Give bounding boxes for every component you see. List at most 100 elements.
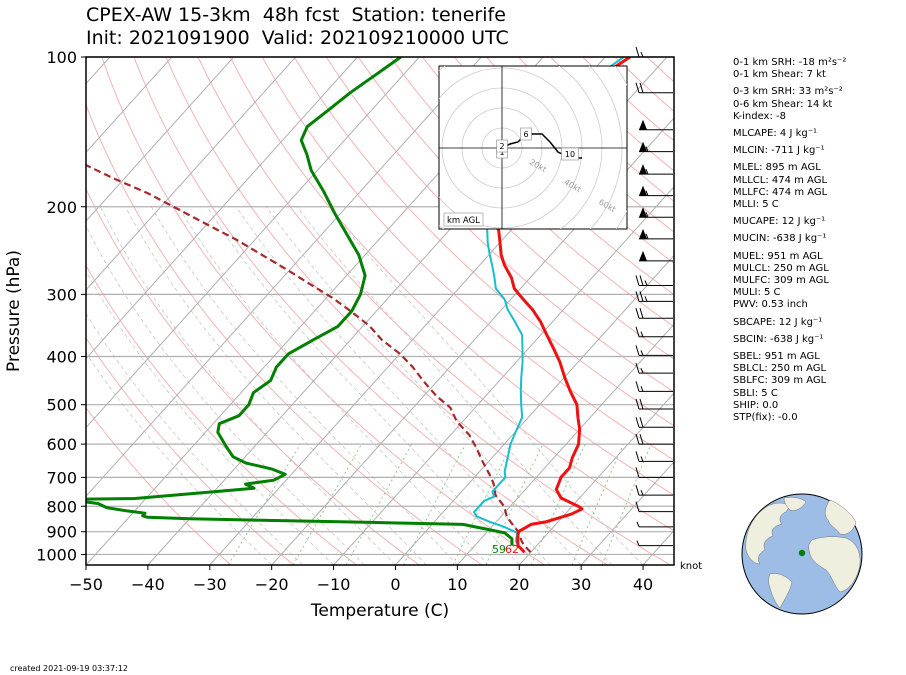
wind-barb-flag: [639, 185, 647, 196]
wind-barb-full: [635, 46, 640, 58]
x-tick-label: −10: [317, 575, 351, 594]
index-row: MUCIN: -638 J kg⁻¹: [733, 233, 827, 245]
wind-barb-full: [639, 398, 644, 410]
moist-adiabat: [296, 206, 613, 565]
wind-barb-half: [645, 233, 649, 240]
mixing-ratio-line: [227, 443, 301, 565]
wind-barb: [635, 501, 673, 513]
dry-adiabat: [86, 103, 483, 565]
wind-barb: [635, 362, 673, 374]
wind-barb-half: [640, 367, 644, 374]
moist-adiabat: [151, 206, 458, 565]
wind-barb: [639, 164, 673, 175]
wind-barb-half: [640, 331, 644, 337]
y-tick-label: 200: [46, 198, 77, 217]
chart-title-line1: CPEX-AW 15-3km 48h fcst Station: tenerif…: [86, 4, 506, 26]
wind-barb-full: [635, 501, 640, 512]
index-row: SBLCL: 250 m AGL: [733, 363, 827, 375]
chart-title-line2: Init: 2021091900 Valid: 202109210000 UTC: [86, 27, 509, 49]
isotherm: [456, 323, 674, 565]
isotherm: [86, 57, 235, 222]
y-tick-label: 900: [46, 523, 77, 542]
wind-barb-full: [639, 417, 644, 428]
moist-adiabat: [100, 206, 396, 565]
moist-adiabat: [235, 206, 551, 565]
created-timestamp: created 2021-09-19 03:37:12: [10, 664, 128, 673]
moist-adiabat: [86, 352, 272, 565]
index-row: MLEL: 895 m AGL: [733, 162, 821, 174]
dewpoint-profile: [86, 57, 514, 546]
dry-adiabat: [133, 57, 608, 565]
wind-barb: [635, 467, 673, 478]
x-tick-label: −20: [255, 575, 289, 594]
dry-adiabat: [389, 57, 674, 328]
wind-barb-half: [645, 146, 649, 152]
wind-barb-full: [635, 362, 640, 374]
moist-adiabat: [86, 270, 334, 565]
mixing-ratio-line: [571, 443, 624, 565]
index-row: PWV: 0.53 inch: [733, 299, 808, 311]
wind-barb: [636, 521, 673, 528]
index-row: SBLFC: 309 m AGL: [733, 375, 827, 387]
hodograph-marker-box: [520, 127, 532, 141]
y-tick-label: 100: [46, 48, 77, 67]
wind-barb-full: [635, 275, 640, 286]
wind-barb: [639, 250, 673, 262]
isotherm: [518, 392, 674, 565]
wind-barb-half: [645, 212, 649, 218]
isotherm: [86, 57, 296, 291]
index-row: MLLI: 5 C: [733, 199, 779, 211]
wind-barb: [635, 485, 673, 496]
globe-land-south-america: [768, 573, 793, 609]
station-marker: [798, 549, 806, 557]
index-row: 0-3 km SRH: 33 m²s⁻²: [733, 86, 843, 98]
hodograph-marker-label: 10: [565, 150, 575, 159]
wind-barb-full: [639, 308, 644, 319]
wind-barb-full: [635, 82, 640, 93]
x-tick-label: 20: [509, 575, 529, 594]
wind-barb-half: [640, 489, 644, 496]
wind-barb: [635, 82, 673, 94]
wind-barbs: [635, 46, 673, 547]
x-tick-label: 30: [571, 575, 591, 594]
y-tick-label: 700: [46, 468, 77, 487]
index-row: SBCAPE: 12 J kg⁻¹: [733, 316, 823, 328]
wind-barb-half: [644, 280, 648, 286]
mixing-ratio-line: [601, 443, 652, 565]
isotherm: [271, 117, 674, 565]
wind-barb-flag: [639, 250, 647, 261]
mixing-ratio-line: [452, 443, 513, 565]
wind-barb: [635, 433, 673, 445]
mixing-ratio-line: [345, 443, 413, 565]
moist-adiabat: [86, 312, 303, 565]
wind-barb-full: [635, 308, 640, 319]
dry-adiabat: [422, 57, 674, 296]
x-tick-label: 10: [447, 575, 467, 594]
index-row: MUCAPE: 12 J kg⁻¹: [733, 216, 826, 228]
globe-land-africa: [808, 536, 861, 593]
y-tick-label: 800: [46, 497, 77, 516]
hodograph-marker-label: 2: [499, 142, 504, 151]
wind-barb-half: [640, 51, 644, 58]
y-tick-label: 400: [46, 348, 77, 367]
wind-barb: [635, 345, 673, 356]
y-axis-label: Pressure (hPa): [4, 250, 24, 372]
dry-adiabat: [86, 187, 420, 565]
surface-temperature-label: 62: [505, 543, 519, 556]
isotherm: [580, 461, 674, 565]
y-tick-label: 1000: [36, 545, 77, 564]
index-row: MULCL: 250 m AGL: [733, 262, 829, 274]
wind-barb: [636, 540, 673, 547]
hodograph-marker-box: [561, 147, 579, 161]
wind-barb-full: [635, 451, 640, 462]
wind-barb: [635, 275, 673, 287]
index-row: 0-1 km SRH: -18 m²s⁻²: [733, 57, 847, 68]
wind-barb: [635, 308, 673, 319]
wind-barb-full: [639, 275, 644, 286]
wind-barb-flag: [639, 228, 647, 239]
wind-barb-flag: [639, 141, 647, 152]
index-row: 0-1 km Shear: 7 kt: [733, 69, 826, 81]
index-row: MUEL: 951 m AGL: [733, 250, 823, 262]
isotherm: [86, 57, 173, 154]
